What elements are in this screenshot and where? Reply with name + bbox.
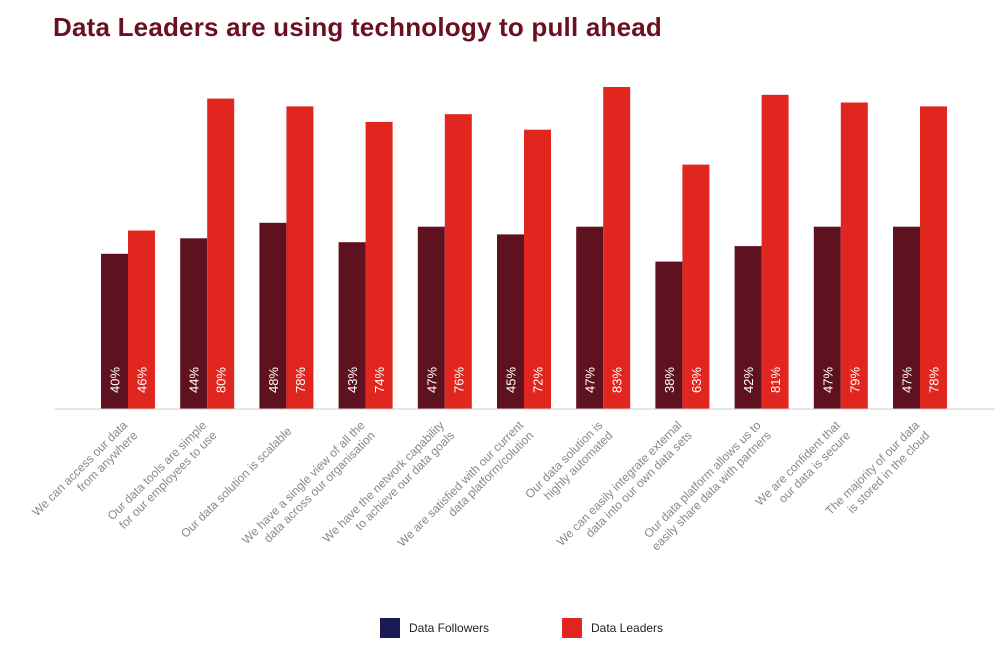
bar-leaders-3 (286, 106, 314, 410)
bar-leaders-2 (207, 98, 235, 409)
legend-label-followers: Data Followers (409, 621, 490, 635)
bar-label-leaders-11: 78% (927, 367, 942, 393)
bar-label-followers-4: 43% (345, 367, 360, 393)
bar-label-followers-5: 47% (424, 367, 439, 393)
bar-label-followers-1: 40% (108, 367, 123, 393)
bar-leaders-11 (920, 106, 947, 410)
bar-label-followers-2: 44% (187, 367, 202, 393)
bar-followers-11 (893, 226, 920, 409)
bar-label-followers-8: 38% (662, 367, 677, 393)
bar-label-leaders-6: 72% (531, 367, 546, 393)
bar-leaders-5 (444, 114, 472, 409)
bar-label-leaders-8: 63% (689, 367, 704, 393)
bar-label-leaders-5: 76% (451, 367, 466, 393)
bar-followers-3 (259, 222, 287, 409)
bar-label-followers-3: 48% (266, 367, 281, 393)
bar-followers-10 (813, 226, 841, 409)
bar-followers-1 (101, 253, 128, 409)
category-label-4: We have a single view of all thedata acr… (239, 418, 378, 557)
bar-leaders-7 (603, 87, 631, 409)
bar-leaders-6 (524, 129, 551, 409)
bar-label-leaders-10: 79% (847, 367, 862, 393)
legend-label-leaders: Data Leaders (591, 621, 664, 635)
bar-followers-2 (180, 238, 208, 409)
bar-label-leaders-7: 83% (610, 367, 625, 393)
legend-item-followers: Data Followers (380, 618, 489, 638)
bar-followers-4 (338, 242, 366, 409)
bar-leaders-4 (365, 121, 393, 410)
bar-label-followers-11: 47% (900, 367, 915, 393)
bar-label-leaders-2: 80% (214, 367, 229, 393)
bar-label-leaders-3: 78% (293, 367, 308, 393)
bar-followers-8 (655, 261, 683, 409)
legend-swatch-leaders (562, 618, 582, 638)
bar-label-leaders-1: 46% (135, 367, 150, 393)
bar-label-followers-10: 47% (820, 367, 835, 393)
chart-title: Data Leaders are using technology to pul… (53, 12, 662, 42)
bar-leaders-1 (128, 230, 155, 409)
bar-label-followers-6: 45% (504, 367, 519, 393)
bar-followers-9 (734, 246, 762, 409)
bar-followers-5 (417, 226, 445, 409)
legend-item-leaders: Data Leaders (562, 618, 663, 638)
bar-label-followers-7: 47% (583, 367, 598, 393)
bar-leaders-9 (761, 94, 789, 410)
bar-leaders-8 (682, 164, 710, 409)
bar-label-leaders-9: 81% (768, 367, 783, 393)
bar-followers-6 (497, 234, 524, 409)
legend-swatch-followers (380, 618, 400, 638)
bar-leaders-10 (840, 102, 868, 409)
bar-label-leaders-4: 74% (372, 367, 387, 393)
bar-label-followers-9: 42% (741, 367, 756, 393)
bars-group: 40% 46% 44% 80% 48% 78% 43% 74% 47% 76% 45% 72% 47% 8… (101, 87, 947, 410)
bar-followers-7 (576, 226, 604, 409)
